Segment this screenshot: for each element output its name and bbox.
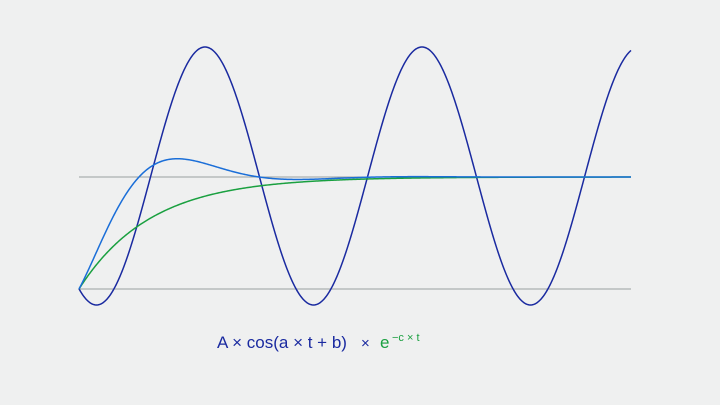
- exponential-base: e: [380, 333, 389, 352]
- operator: ×: [361, 335, 370, 352]
- wave-formula: A × cos(a × t + b): [217, 333, 347, 352]
- exponent: −c × t: [392, 332, 420, 344]
- cosine-wave: [78, 46, 632, 306]
- damped-response: [78, 157, 631, 290]
